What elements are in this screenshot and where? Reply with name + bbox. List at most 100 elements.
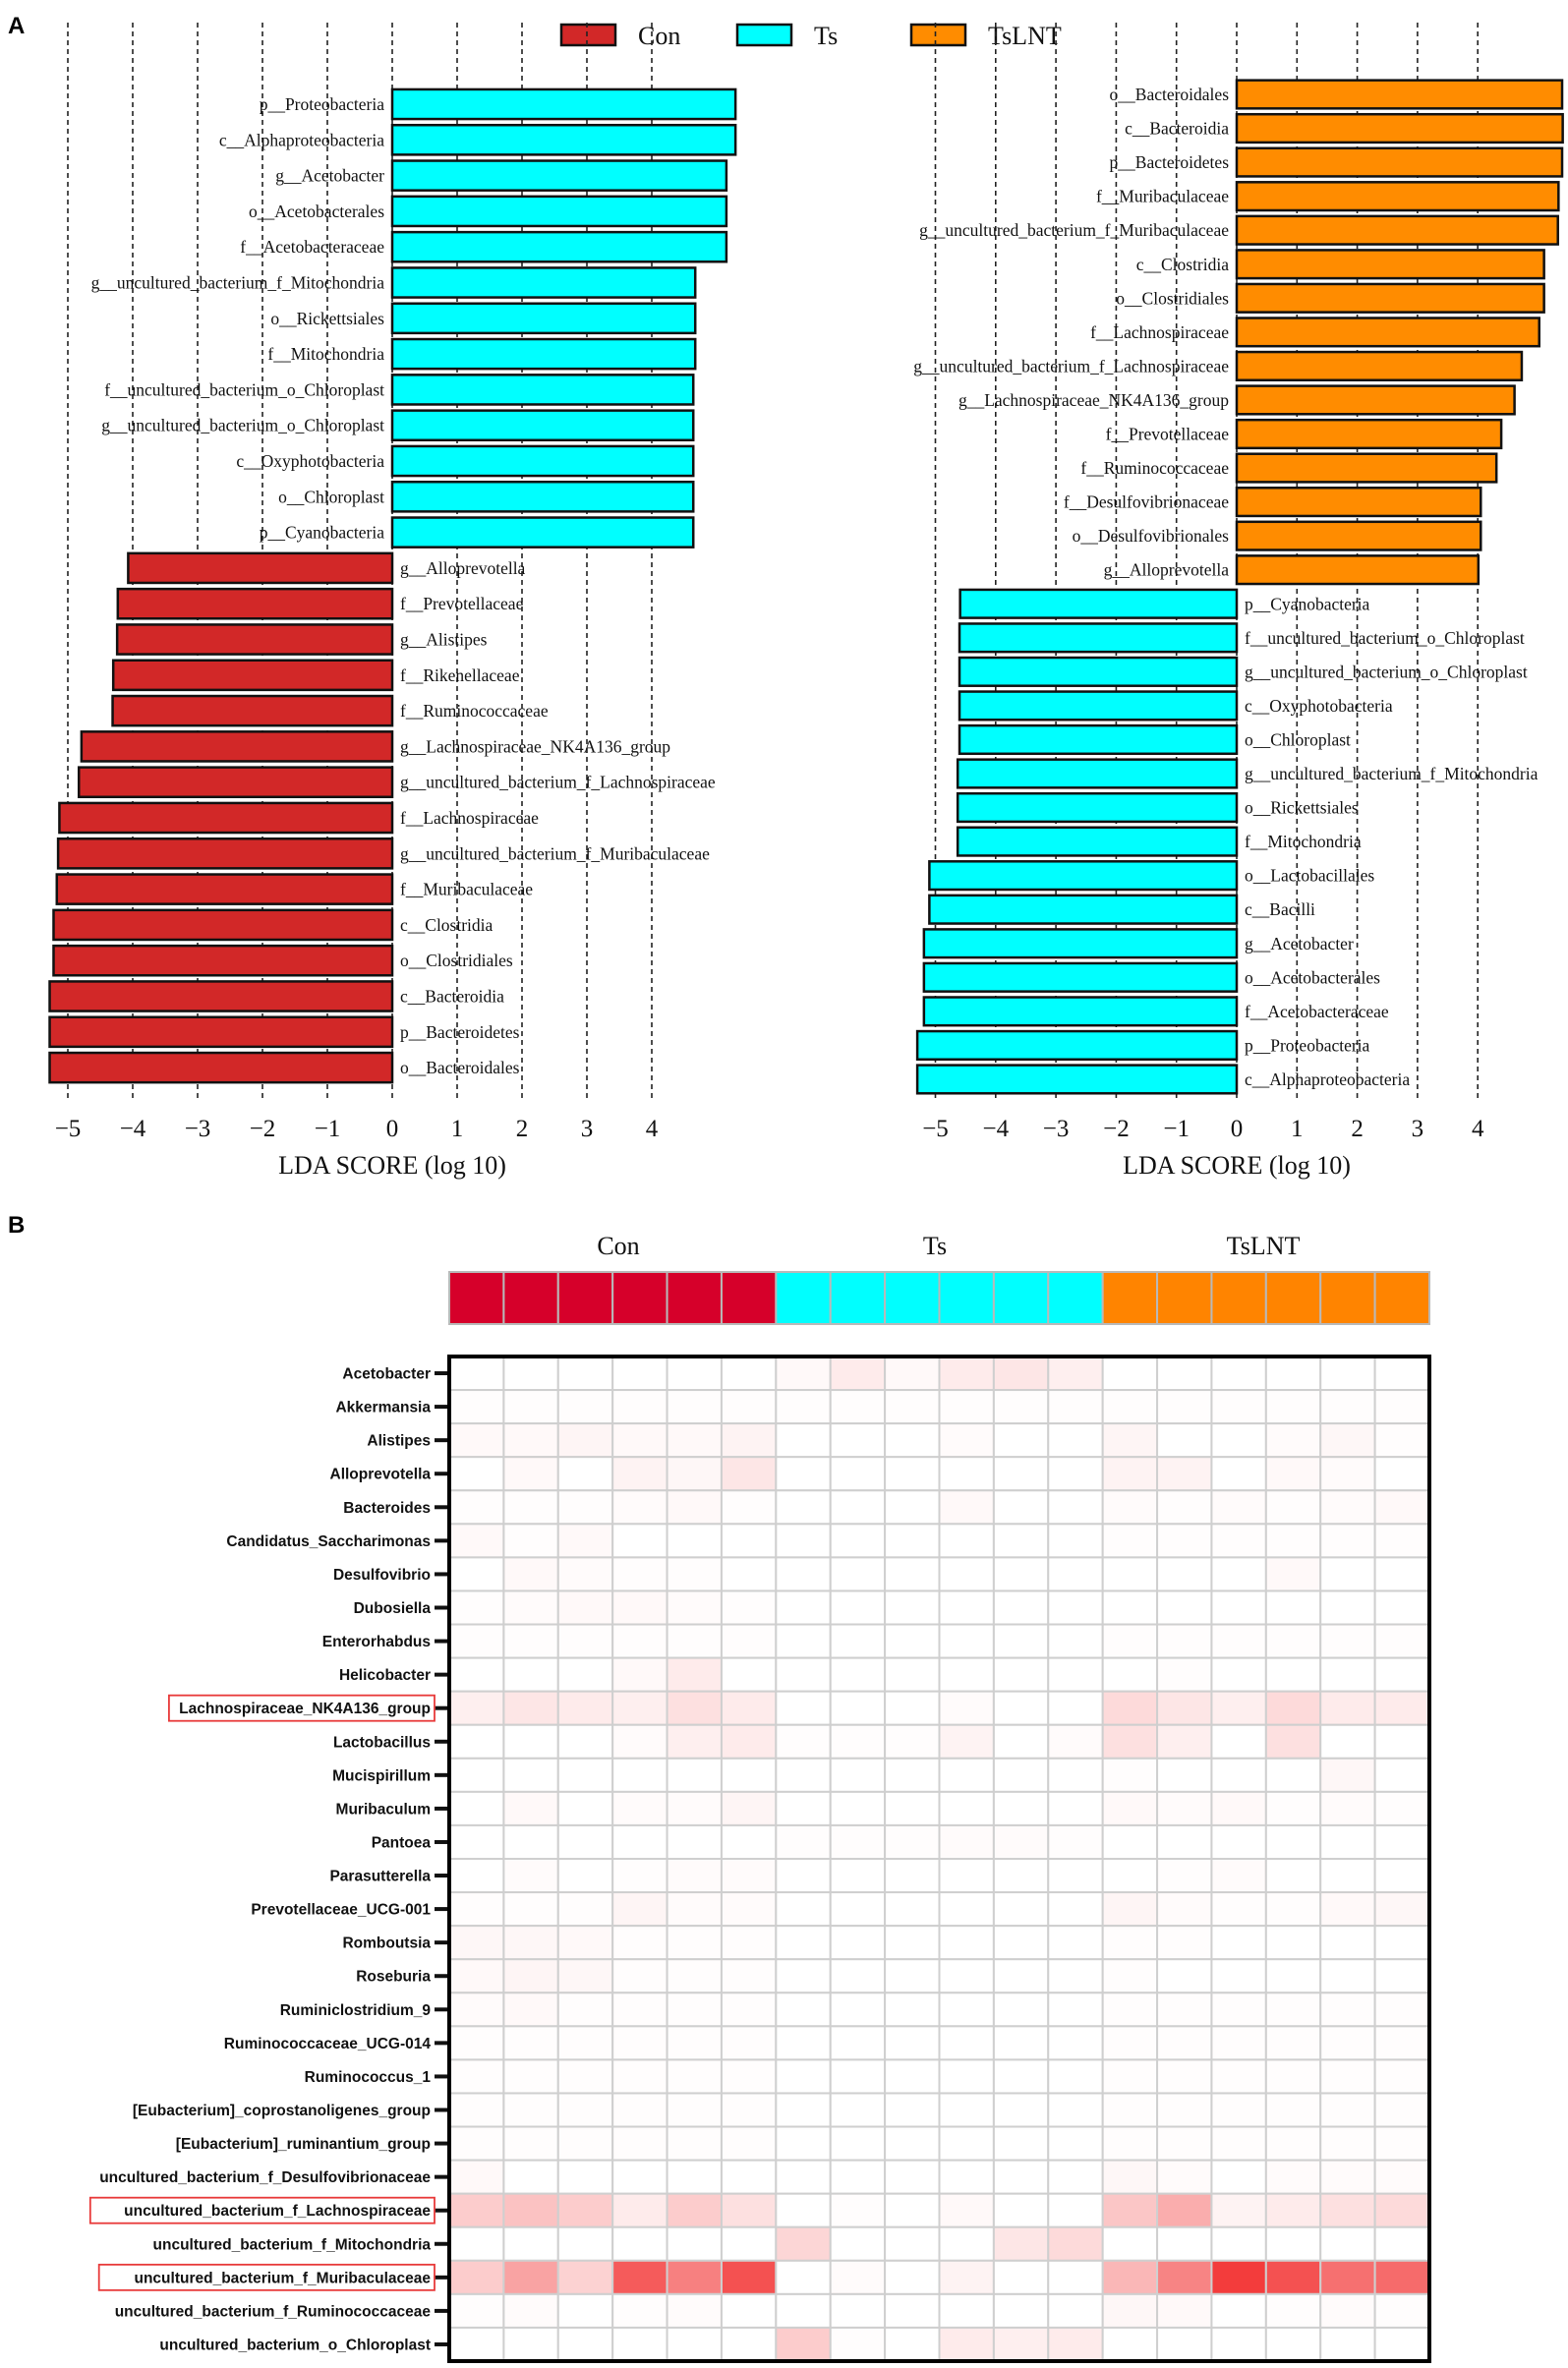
heatmap-cell xyxy=(1047,1757,1104,1793)
x-tick-label: 1 xyxy=(1291,1116,1304,1142)
heatmap-cell xyxy=(1319,2159,1376,2195)
heatmap-cell xyxy=(1210,1523,1267,1559)
heatmap-cell xyxy=(448,1992,505,2028)
heatmap-cell xyxy=(1373,1823,1430,1861)
heatmap-cell xyxy=(1373,1556,1430,1592)
row-label: Dubosiella xyxy=(354,1600,432,1617)
heatmap-cell xyxy=(1210,1656,1267,1693)
heatmap-cell xyxy=(720,1958,778,1994)
bar-f__Muribaculaceae xyxy=(55,873,394,905)
heatmap-cell xyxy=(1210,2058,1267,2095)
heatmap-cell xyxy=(829,1891,887,1928)
heatmap-cell xyxy=(448,2192,505,2228)
bar-f__uncultured_bacterium_o_Chloroplast xyxy=(958,622,1239,654)
heatmap-cell xyxy=(884,2092,941,2128)
heatmap-cell xyxy=(1156,1389,1213,1425)
heatmap-cell xyxy=(611,1925,668,1961)
heatmap-cell xyxy=(1047,2125,1104,2162)
sample-color-cell xyxy=(829,1271,887,1325)
heatmap-cell xyxy=(992,1723,1050,1760)
legend-label-tslnt: TsLNT xyxy=(988,22,1062,50)
heatmap-cell xyxy=(829,2259,887,2295)
heatmap-cell xyxy=(1210,1790,1267,1826)
heatmap-cell xyxy=(556,2192,614,2228)
bar-label: o__Rickettsiales xyxy=(1245,798,1359,818)
bar-o__Chloroplast xyxy=(390,480,695,513)
heatmap-cell xyxy=(1101,1556,1159,1592)
bar-o__Bacteroidales xyxy=(1235,79,1564,110)
heatmap-cell xyxy=(884,1489,941,1526)
heatmap-cell xyxy=(992,1891,1050,1928)
heatmap-cell xyxy=(1047,1623,1104,1659)
heatmap-cell xyxy=(502,1389,559,1425)
legend-swatch-con xyxy=(559,23,617,47)
heatmap-cell xyxy=(448,1556,505,1592)
bar-f__Ruminococcaceae xyxy=(1235,452,1498,484)
heatmap-cell xyxy=(1047,1422,1104,1459)
heatmap-cell xyxy=(1210,2326,1267,2363)
heatmap-cell xyxy=(448,1858,505,1894)
heatmap-cell xyxy=(666,1823,723,1861)
heatmap-cell xyxy=(448,2326,505,2363)
heatmap-cell xyxy=(502,1925,559,1961)
heatmap-cell xyxy=(1101,2159,1159,2195)
heatmap-cell xyxy=(1047,1589,1104,1626)
heatmap-cell xyxy=(938,2326,995,2363)
heatmap-cell xyxy=(1373,2058,1430,2095)
heatmap-cell xyxy=(666,2025,723,2061)
heatmap-cell xyxy=(502,1723,559,1760)
heatmap-cell xyxy=(1210,1723,1267,1760)
heatmap-cell xyxy=(720,2259,778,2295)
bar-f__Rikenellaceae xyxy=(111,659,394,692)
bar-f__Lachnospiraceae xyxy=(1235,317,1540,348)
highlight-box xyxy=(97,2263,436,2291)
bar-label: p__Bacteroidetes xyxy=(400,1022,520,1042)
heatmap-cell xyxy=(666,1656,723,1693)
heatmap-cell xyxy=(1156,1589,1213,1626)
heatmap-cell xyxy=(611,1389,668,1425)
heatmap-cell xyxy=(502,1958,559,1994)
heatmap-cell xyxy=(448,1389,505,1425)
heatmap-cell xyxy=(1156,2192,1213,2228)
bar-f__Mitochondria xyxy=(956,826,1239,857)
heatmap-cell xyxy=(992,1589,1050,1626)
heatmap-cell xyxy=(992,1690,1050,1726)
heatmap-cell xyxy=(448,1456,505,1492)
bar-label: g__Lachnospiraceae_NK4A136_group xyxy=(400,736,670,756)
x-tick-label: 3 xyxy=(1412,1116,1424,1142)
heatmap-cell xyxy=(938,1723,995,1760)
bar-o__Rickettsiales xyxy=(956,791,1239,824)
heatmap-cell xyxy=(1101,1891,1159,1928)
bar-o__Acetobacterales xyxy=(390,195,728,228)
heatmap-cell xyxy=(556,1489,614,1526)
x-tick-label: −1 xyxy=(1163,1116,1190,1142)
heatmap-cell xyxy=(1047,1523,1104,1559)
heatmap-cell xyxy=(884,1992,941,2028)
heatmap-cell xyxy=(1101,1456,1159,1492)
heatmap-cell xyxy=(502,2092,559,2128)
heatmap-cell xyxy=(1047,1456,1104,1492)
heatmap-cell xyxy=(938,1757,995,1793)
heatmap-cell xyxy=(448,2225,505,2262)
heatmap-cell xyxy=(1047,2092,1104,2128)
bar-label: f__Ruminococcaceae xyxy=(400,701,549,721)
heatmap-cell xyxy=(720,2192,778,2228)
heatmap-cell xyxy=(720,1456,778,1492)
heatmap-cell xyxy=(775,1523,832,1559)
x-tick-label: −3 xyxy=(185,1116,211,1142)
heatmap-cell xyxy=(502,2225,559,2262)
heatmap-cell xyxy=(1101,2259,1159,2295)
sample-color-cell xyxy=(884,1271,941,1325)
row-label: [Eubacterium]_ruminantium_group xyxy=(176,2136,431,2153)
heatmap-cell xyxy=(992,1556,1050,1592)
heatmap-cell xyxy=(992,1623,1050,1659)
heatmap-cell xyxy=(1210,1757,1267,1793)
bar-label: f__Muribaculaceae xyxy=(1096,187,1229,206)
heatmap-cell xyxy=(556,1456,614,1492)
heatmap-cell xyxy=(1319,1489,1376,1526)
heatmap-cell xyxy=(775,1823,832,1861)
heatmap: Con Ts TsLNT Acetobacter Akkermansia Alistipe… xyxy=(88,1232,1431,2363)
heatmap-cell xyxy=(1319,2025,1376,2061)
heatmap-cell xyxy=(1101,1723,1159,1760)
heatmap-cell xyxy=(502,1489,559,1526)
